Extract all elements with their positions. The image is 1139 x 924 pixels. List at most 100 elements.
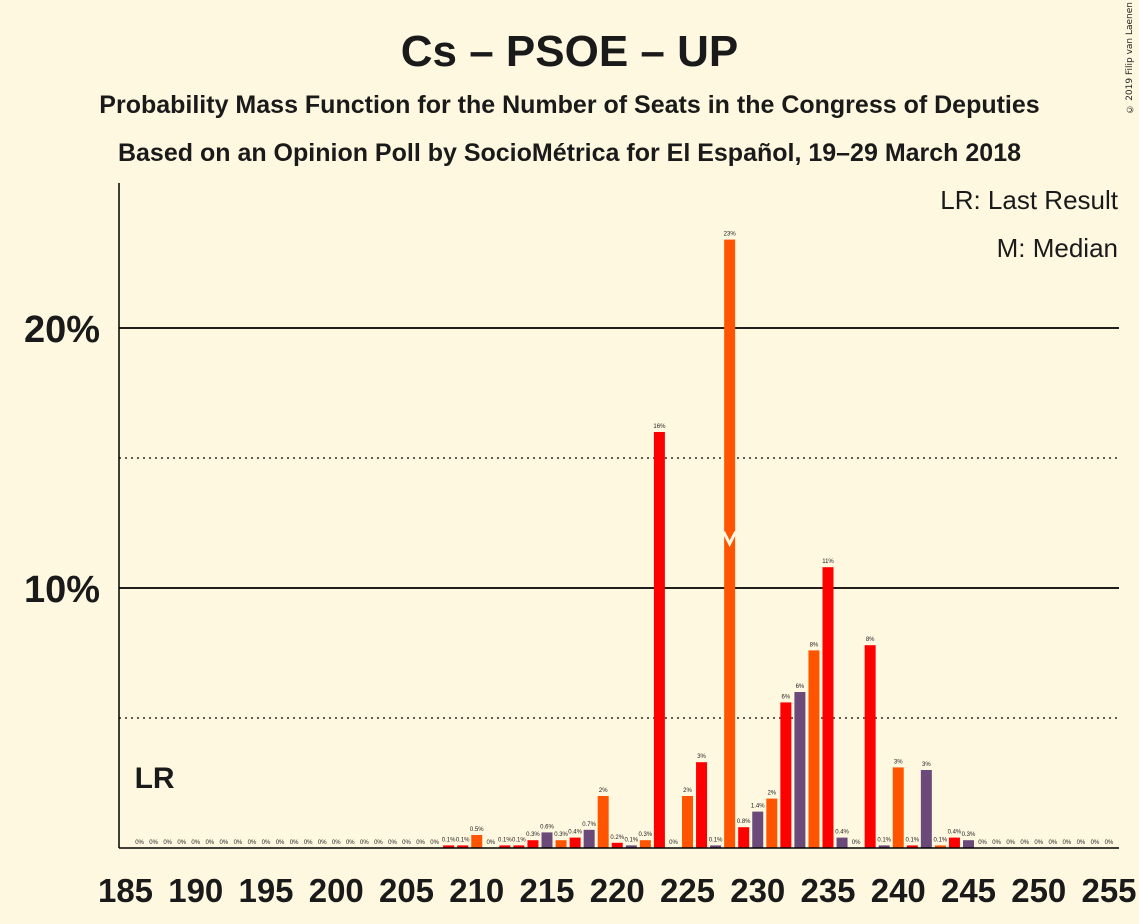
bar-label-241: 0.1%	[905, 837, 919, 843]
bar-label-192: 0%	[220, 840, 229, 846]
bar-label-190: 0%	[191, 840, 200, 846]
bar-label-219: 2%	[599, 788, 608, 794]
x-tick-label: 185	[98, 872, 153, 909]
bar-label-215: 0.6%	[540, 824, 554, 830]
bar-218	[583, 829, 595, 848]
bar-234	[808, 650, 820, 848]
bar-label-206: 0%	[416, 840, 425, 846]
bar-label-238: 8%	[866, 637, 875, 643]
bar-label-252: 0%	[1063, 840, 1072, 846]
bar-label-216: 0.3%	[554, 832, 568, 838]
bar-label-195: 0%	[262, 840, 271, 846]
bar-227	[710, 845, 722, 848]
bar-label-236: 0.4%	[835, 830, 849, 836]
bar-label-189: 0%	[177, 840, 186, 846]
x-tick-label: 205	[379, 872, 434, 909]
chart-title: Cs – PSOE – UP	[401, 27, 738, 76]
bar-label-191: 0%	[205, 840, 214, 846]
bar-label-243: 0.1%	[934, 837, 948, 843]
x-tick-label: 255	[1081, 872, 1136, 909]
bar-label-205: 0%	[402, 840, 411, 846]
x-tick-label: 240	[871, 872, 926, 909]
copyright-notice: © 2019 Filip van Laenen	[1125, 2, 1135, 114]
bar-label-212: 0.1%	[498, 837, 512, 843]
bar-label-225: 2%	[683, 788, 692, 794]
bar-label-254: 0%	[1091, 840, 1100, 846]
bar-243	[934, 845, 946, 848]
bar-223	[653, 432, 665, 848]
bar-label-231: 2%	[767, 791, 776, 797]
bar-label-226: 3%	[697, 754, 706, 760]
bar-label-245: 0.3%	[962, 832, 976, 838]
bar-label-199: 0%	[318, 840, 327, 846]
bar-225	[682, 796, 693, 848]
bar-235	[822, 567, 834, 848]
bar-label-220: 0.2%	[610, 835, 624, 841]
bar-label-197: 0%	[290, 840, 299, 846]
x-axis-labels: 185 190 195 200 205 210 215 220 225 230 235 240 245 2…	[98, 872, 1137, 909]
bar-label-222: 0.3%	[639, 832, 653, 838]
bar-label-240: 3%	[894, 759, 903, 765]
bar-label-233: 6%	[796, 684, 805, 690]
x-tick-label: 230	[730, 872, 785, 909]
bar-213	[513, 845, 525, 848]
bar-244	[948, 837, 960, 848]
bar-label-229: 0.8%	[737, 819, 751, 825]
x-tick-label: 220	[590, 872, 645, 909]
bar-229	[738, 827, 750, 848]
bar-label-198: 0%	[304, 840, 313, 846]
bar-label-200: 0%	[332, 840, 341, 846]
bar-label-193: 0%	[234, 840, 243, 846]
bar-label-250: 0%	[1034, 840, 1043, 846]
bar-245	[963, 840, 974, 848]
bar-label-228: 23%	[724, 232, 737, 238]
bar-label-251: 0%	[1048, 840, 1057, 846]
chart-subtitle-1: Probability Mass Function for the Number…	[99, 91, 1039, 119]
chart-subtitle-2: Based on an Opinion Poll by SocioMétrica…	[118, 139, 1021, 167]
bar-220	[611, 842, 623, 848]
bar-label-210: 0.5%	[470, 827, 484, 833]
bar-236	[836, 837, 848, 848]
bar-label-248: 0%	[1006, 840, 1015, 846]
bar-label-255: 0%	[1105, 840, 1114, 846]
bar-226	[696, 762, 708, 848]
bar-label-249: 0%	[1020, 840, 1029, 846]
bar-label-213: 0.1%	[512, 837, 526, 843]
x-tick-label: 235	[800, 872, 855, 909]
bar-232	[780, 702, 792, 848]
bar-label-202: 0%	[360, 840, 369, 846]
bar-label-187: 0%	[149, 840, 158, 846]
bar-label-196: 0%	[276, 840, 285, 846]
bar-212	[499, 845, 511, 848]
legend-median: M: Median	[997, 233, 1118, 263]
x-tick-label: 215	[519, 872, 574, 909]
x-tick-label: 250	[1011, 872, 1066, 909]
bar-value-labels: 0% 0% 0% 0% 0% 0% 0% 0% 0% 0% 0% 0% 0% 0% 0% 0% 0% 0% 0% 0%…	[135, 232, 1114, 846]
bar-240	[892, 767, 904, 848]
bar-label-246: 0%	[978, 840, 987, 846]
bar-label-203: 0%	[374, 840, 383, 846]
bar-label-201: 0%	[346, 840, 355, 846]
bar-label-227: 0.1%	[709, 837, 723, 843]
bar-219	[597, 796, 609, 848]
bar-231	[766, 798, 778, 848]
bar-label-253: 0%	[1077, 840, 1086, 846]
bar-233	[794, 692, 806, 848]
bar-label-235: 11%	[822, 559, 834, 565]
bar-label-230: 1.4%	[751, 804, 765, 810]
x-tick-label: 210	[449, 872, 504, 909]
bar-label-247: 0%	[992, 840, 1001, 846]
y-axis-labels: 10% 20%	[24, 309, 100, 611]
bar-label-211: 0%	[486, 840, 495, 846]
bar-208	[443, 845, 455, 848]
bar-label-244: 0.4%	[948, 830, 962, 836]
bars	[443, 239, 974, 849]
bar-label-217: 0.4%	[568, 830, 582, 836]
y-tick-label: 20%	[24, 309, 100, 351]
bar-label-207: 0%	[430, 840, 439, 846]
x-tick-label: 225	[660, 872, 715, 909]
gridlines	[119, 327, 1119, 719]
bar-238	[864, 645, 876, 848]
bar-label-221: 0.1%	[624, 837, 638, 843]
bar-label-214: 0.3%	[526, 832, 540, 838]
